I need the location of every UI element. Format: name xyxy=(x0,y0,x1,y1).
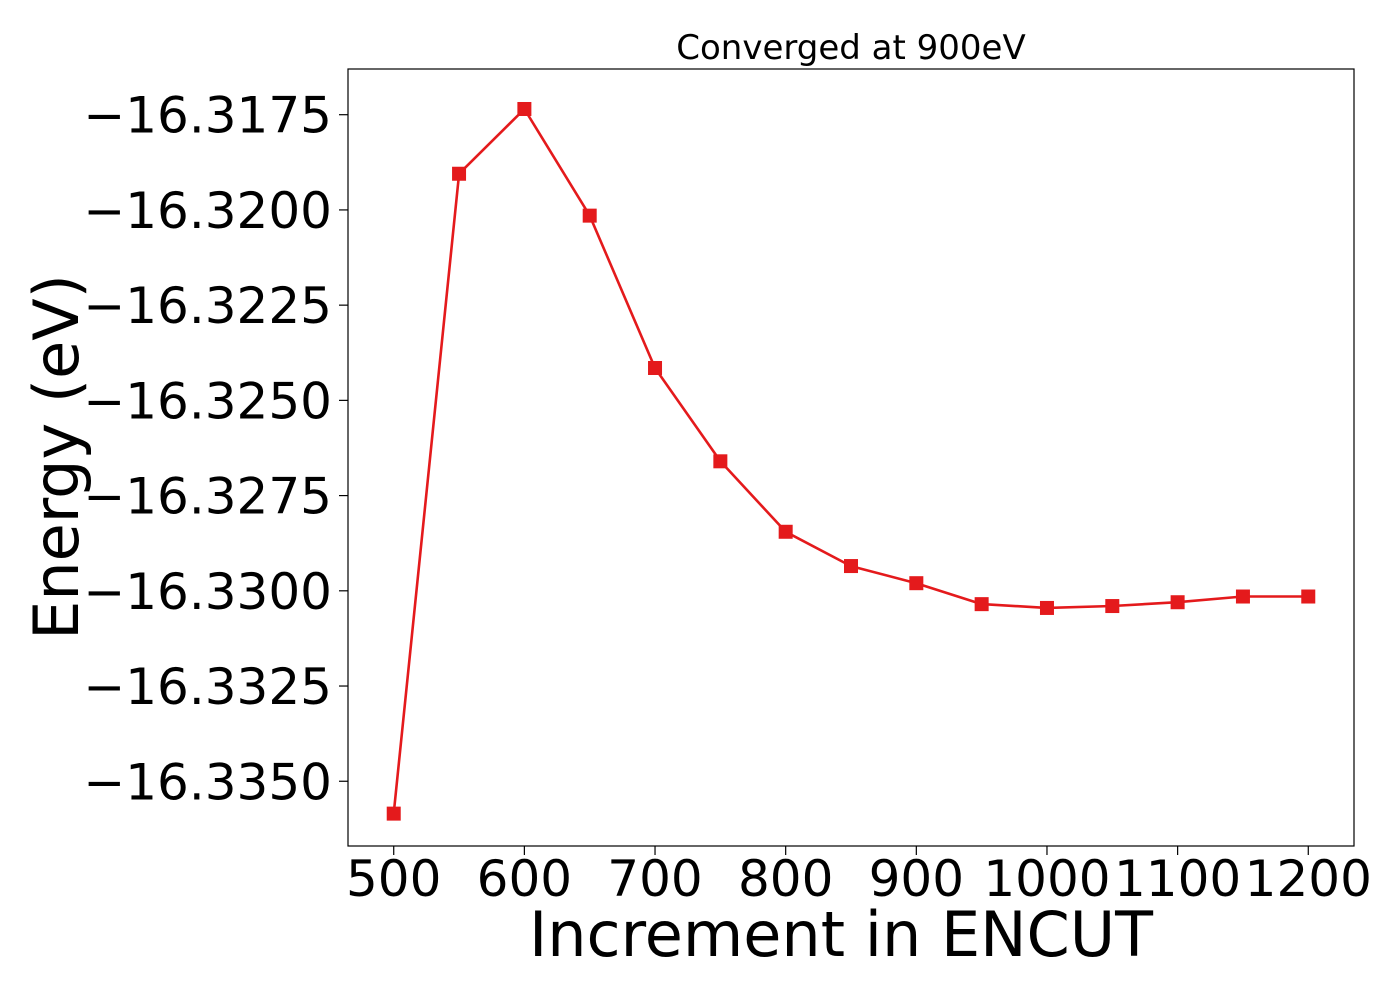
x-tick-label: 1000 xyxy=(983,850,1110,908)
x-axis: 500 600 700 800 900 1000 1100 1200 xyxy=(346,846,1372,908)
x-tick-label: 700 xyxy=(607,850,702,908)
plot-frame xyxy=(347,68,1355,847)
data-point xyxy=(452,166,467,181)
data-point xyxy=(713,454,728,469)
y-tick-label: −16.3225 xyxy=(83,277,332,335)
data-point xyxy=(517,101,532,116)
plot-area xyxy=(347,68,1355,847)
x-tick-label: 500 xyxy=(346,850,441,908)
x-axis-label: Increment in ENCUT xyxy=(529,898,1154,971)
data-point xyxy=(386,806,401,821)
x-tick-label: 600 xyxy=(477,850,572,908)
y-tick-label: −16.3250 xyxy=(83,372,332,430)
data-point xyxy=(909,576,924,591)
data-point xyxy=(1105,599,1120,614)
data-point xyxy=(1301,589,1316,604)
y-tick-label: −16.3175 xyxy=(83,87,332,145)
y-tick-label: −16.3275 xyxy=(83,468,332,526)
data-point xyxy=(648,360,663,375)
y-tick-label: −16.3300 xyxy=(83,563,332,621)
x-tick-label: 1200 xyxy=(1245,850,1372,908)
data-point xyxy=(844,559,858,574)
data-point xyxy=(1170,595,1185,610)
data-point xyxy=(778,524,793,539)
y-axis-label: Energy (eV) xyxy=(20,274,93,640)
series-layer xyxy=(386,101,1316,821)
chart-title: Converged at 900eV xyxy=(676,28,1025,68)
y-tick-label: −16.3350 xyxy=(83,753,332,811)
data-point xyxy=(1039,600,1054,615)
y-tick-label: −16.3200 xyxy=(83,182,332,240)
x-tick-label: 900 xyxy=(869,850,964,908)
data-point xyxy=(1235,589,1250,604)
data-point xyxy=(582,208,597,223)
x-tick-label: 1100 xyxy=(1114,850,1241,908)
data-point xyxy=(974,597,989,612)
y-tick-label: −16.3325 xyxy=(83,658,332,716)
x-tick-label: 800 xyxy=(738,850,833,908)
y-axis: −16.3175 −16.3200 −16.3225 −16.3250 −16.3275… xyxy=(83,87,348,811)
